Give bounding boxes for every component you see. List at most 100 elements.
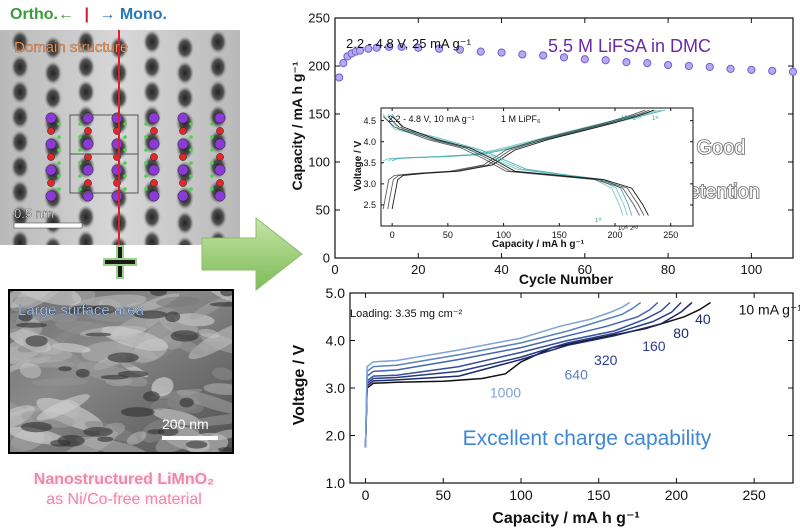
tem-dot — [11, 130, 29, 154]
li-atom — [189, 161, 193, 165]
li-atom — [210, 135, 214, 139]
tem-dot — [44, 236, 62, 245]
o-atom — [84, 179, 92, 187]
tem-dot — [11, 80, 29, 104]
sem-scale-label: 200 nm — [162, 416, 209, 432]
li-atom — [123, 187, 127, 191]
top-y-tick-label: 150 — [308, 107, 330, 122]
bottom-series-line — [364, 301, 693, 448]
top-data-point — [385, 42, 394, 51]
mono-label: → Mono. — [99, 6, 167, 23]
bottom-x-tick-label: 150 — [587, 487, 611, 503]
sem-flake — [36, 394, 90, 421]
li-atom — [189, 174, 193, 178]
material-name: Nanostructured LiMnO₂ — [33, 471, 215, 488]
bottom-plot-frame — [349, 292, 794, 484]
mn-atom — [214, 164, 226, 176]
sem-shadow — [150, 291, 167, 296]
o-atom — [84, 127, 92, 135]
sem-flake — [49, 313, 79, 323]
top-x-tick-label: 0 — [331, 262, 338, 277]
top-data-point — [726, 64, 735, 73]
tem-dot — [143, 55, 161, 79]
mn-atom — [45, 190, 57, 202]
sem-flake — [203, 383, 232, 395]
li-atom — [78, 161, 82, 165]
sem-shadow — [133, 310, 168, 319]
sem-flake — [10, 405, 35, 430]
sem-flake — [10, 356, 51, 370]
bottom-x-tick-label: 200 — [665, 487, 689, 503]
tem-scale-bar — [13, 222, 83, 229]
green-arrow-icon — [201, 216, 303, 292]
top-data-point — [684, 61, 694, 71]
top-data-point — [643, 59, 652, 68]
top-data-point — [518, 50, 527, 59]
sem-shadow — [220, 291, 232, 297]
o-atom — [150, 153, 158, 161]
top-x-tick-label: 60 — [578, 262, 592, 277]
sem-shadow — [107, 352, 139, 363]
mn-atom — [177, 112, 189, 124]
li-atom — [210, 122, 214, 126]
tem-dot — [209, 80, 227, 104]
inset-plot-frame — [380, 107, 694, 227]
top-data-point — [335, 73, 344, 82]
domain-boundary-marker: | — [84, 6, 89, 23]
sem-shadow — [18, 312, 33, 322]
cycle-retention-chart: 0 20 40 60 80 100 0 50 100 150 200 250 2.2 - 4.8 V,… — [289, 11, 798, 287]
li-atom — [144, 161, 148, 165]
sem-shadow — [165, 311, 181, 323]
sem-shadow — [179, 397, 194, 408]
bottom-y-tick-label: 4.0 — [326, 332, 346, 348]
top-y-tick-label: 50 — [316, 203, 330, 218]
tem-dot — [176, 86, 194, 110]
sem-shadow — [170, 330, 199, 342]
tem-dot — [143, 30, 161, 54]
tem-dot — [77, 30, 95, 54]
tem-dot — [11, 230, 29, 245]
li-atom — [78, 148, 82, 152]
inset-x-tick-label: 100 — [496, 230, 511, 240]
tem-image: Domain structure 0.5 nm — [0, 30, 240, 245]
top-data-point — [355, 46, 365, 55]
o-atom — [47, 153, 55, 161]
tem-dot — [77, 230, 95, 245]
o-atom — [179, 179, 187, 187]
top-annotation: 2.2 - 4.8 V, 25 mA g⁻¹ — [346, 36, 472, 51]
inset-y-tick-label: 2.5 — [363, 200, 376, 210]
mn-atom — [82, 112, 94, 124]
inset-x-tick-label: 0 — [390, 230, 395, 240]
inset-electrolyte-label: 1 M LiPF₆ — [501, 114, 541, 124]
tem-dot — [176, 36, 194, 60]
li-atom — [78, 174, 82, 178]
top-data-point — [559, 53, 569, 62]
sem-flake — [11, 291, 69, 312]
mn-atom — [214, 190, 226, 202]
top-y-tick-label: 200 — [308, 59, 330, 74]
o-atom — [150, 179, 158, 187]
top-x-tick-label: 80 — [661, 262, 675, 277]
sem-flake — [10, 426, 67, 445]
top-data-point — [434, 44, 444, 53]
tem-scale-label: 0.5 nm — [14, 206, 54, 221]
inset-x-axis-label: Capacity / mA h g⁻¹ — [492, 239, 585, 250]
li-atom — [78, 122, 82, 126]
tem-dot — [176, 236, 194, 245]
sem-shadow — [147, 429, 165, 435]
o-atom — [84, 153, 92, 161]
bottom-y-axis-label: Voltage / V — [291, 344, 308, 425]
sem-shadow — [217, 447, 232, 452]
inset-x-tick-label: 50 — [443, 230, 453, 240]
mn-atom — [45, 164, 57, 176]
mn-atom — [148, 138, 160, 150]
atomic-model-overlay — [45, 112, 226, 202]
sem-flake — [10, 434, 37, 452]
top-data-point — [768, 66, 777, 75]
inset-cycle-label-2: 1ˢᵗ — [652, 115, 659, 122]
top-x-axis-label: Cycle Number — [519, 271, 614, 287]
inset-x-tick-label: 150 — [552, 230, 567, 240]
li-atom — [57, 148, 61, 152]
bottom-series-label: 40 — [695, 311, 711, 327]
li-atom — [144, 174, 148, 178]
